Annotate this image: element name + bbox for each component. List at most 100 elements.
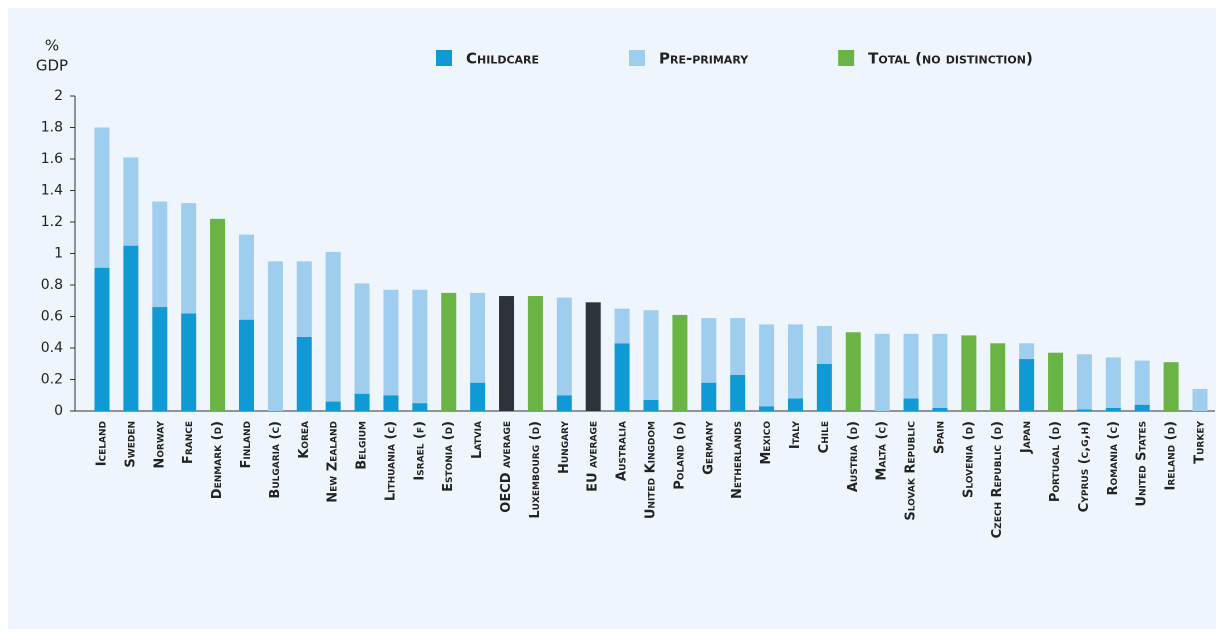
bar-segment bbox=[1076, 409, 1092, 411]
bar-segment bbox=[932, 333, 948, 408]
legend-label: Pre-primary bbox=[659, 50, 749, 68]
bar-segment bbox=[556, 395, 572, 411]
bar-segment bbox=[903, 398, 919, 411]
bar-segment bbox=[1019, 359, 1035, 411]
bar-segment bbox=[614, 308, 630, 344]
x-tick-label: Austria (d) bbox=[846, 421, 861, 492]
bar-segment bbox=[94, 127, 110, 268]
x-tick-label: Czech Republic (d) bbox=[990, 421, 1005, 538]
bar-segment bbox=[1048, 352, 1064, 411]
bar-segment bbox=[643, 399, 659, 411]
x-tick-label: Sweden bbox=[123, 421, 138, 468]
y-label: % bbox=[45, 37, 59, 55]
x-tick-label: Poland (d) bbox=[672, 421, 687, 490]
y-tick-label: 0.4 bbox=[41, 340, 63, 356]
x-tick-label: OECD average bbox=[499, 421, 514, 513]
bar-segment bbox=[152, 307, 168, 411]
bar-segment bbox=[701, 318, 717, 383]
bar-segment bbox=[354, 283, 370, 394]
bar-segment bbox=[701, 382, 717, 411]
y-tick-label: 1.6 bbox=[41, 151, 63, 167]
bar-segment bbox=[1134, 404, 1150, 411]
x-tick-label: Belgium bbox=[355, 421, 370, 470]
x-tick-label: Finland bbox=[239, 421, 254, 468]
bar-segment bbox=[961, 335, 977, 411]
x-tick-label: Cyprus (c,g,h) bbox=[1077, 421, 1092, 512]
y-tick-label: 0.2 bbox=[41, 372, 63, 388]
bar-segment bbox=[672, 314, 688, 411]
x-tick-label: Luxembourg (d) bbox=[528, 421, 543, 519]
bar-segment bbox=[181, 313, 197, 411]
x-tick-label: Chile bbox=[817, 421, 832, 453]
bar-segment bbox=[556, 297, 572, 396]
bar-segment bbox=[816, 325, 832, 364]
legend-swatch bbox=[838, 50, 855, 66]
x-tick-label: Ireland (d) bbox=[1164, 421, 1179, 491]
x-tick-label: Romania (c) bbox=[1106, 421, 1121, 495]
bar-segment bbox=[845, 332, 861, 411]
bar-segment bbox=[470, 292, 486, 383]
bar-segment bbox=[354, 393, 370, 411]
legend-label: Childcare bbox=[466, 50, 539, 68]
bar-segment bbox=[787, 398, 803, 411]
y-tick-label: 0.8 bbox=[41, 277, 63, 293]
bar-segment bbox=[383, 289, 399, 396]
background bbox=[8, 8, 1216, 629]
bar-segment bbox=[932, 407, 948, 411]
x-tick-label: Malta (c) bbox=[875, 421, 890, 481]
x-tick-label: United Kingdom bbox=[644, 421, 659, 519]
bar-segment bbox=[181, 203, 197, 314]
bar-segment bbox=[499, 296, 515, 411]
bar-segment bbox=[238, 319, 254, 411]
bar-segment bbox=[441, 292, 457, 411]
legend-label: Total (no distinction) bbox=[868, 50, 1033, 68]
x-tick-label: New Zealand bbox=[326, 421, 341, 503]
x-tick-label: Iceland bbox=[95, 421, 110, 466]
x-tick-label: Lithuania (c) bbox=[383, 421, 398, 501]
bar-segment bbox=[296, 261, 312, 337]
legend-swatch bbox=[436, 50, 452, 66]
bar-segment bbox=[874, 333, 890, 411]
bar-segment bbox=[1076, 354, 1092, 410]
bar-segment bbox=[1163, 362, 1179, 411]
x-tick-label: Bulgaria (c) bbox=[268, 421, 283, 499]
legend-swatch bbox=[629, 50, 646, 66]
x-tick-label: Norway bbox=[152, 421, 167, 469]
x-tick-label: Japan bbox=[1019, 421, 1034, 454]
x-tick-label: United States bbox=[1135, 421, 1150, 507]
x-tick-label: Korea bbox=[297, 421, 312, 459]
bar-segment bbox=[730, 374, 746, 411]
bar-segment bbox=[325, 251, 341, 402]
bar-segment bbox=[123, 157, 139, 246]
bar-segment bbox=[383, 395, 399, 411]
bar-segment bbox=[1105, 357, 1121, 408]
bar-segment bbox=[210, 218, 226, 411]
x-tick-label: Netherlands bbox=[730, 421, 745, 499]
bar-segment bbox=[1019, 343, 1035, 360]
y-tick-label: 0.6 bbox=[41, 309, 63, 325]
bar-segment bbox=[470, 382, 486, 411]
bar-segment bbox=[412, 289, 428, 404]
bar-segment bbox=[412, 403, 428, 411]
x-tick-label: Slovak Republic bbox=[904, 421, 919, 521]
y-tick-label: 1 bbox=[54, 246, 63, 262]
x-tick-label: Australia bbox=[615, 421, 630, 481]
x-tick-label: Portugal (d) bbox=[1048, 421, 1063, 502]
bar-segment bbox=[1105, 407, 1121, 411]
x-tick-label: EU average bbox=[586, 421, 601, 492]
bar-segment bbox=[1192, 388, 1208, 411]
x-tick-label: Turkey bbox=[1193, 421, 1208, 464]
bar-segment bbox=[990, 343, 1006, 411]
bar-segment bbox=[614, 343, 630, 411]
bar-segment bbox=[325, 401, 341, 411]
bar-segment bbox=[267, 261, 283, 411]
bar-segment bbox=[238, 234, 254, 320]
bar-segment bbox=[527, 296, 543, 411]
y-label: GDP bbox=[36, 57, 68, 75]
bar-segment bbox=[816, 363, 832, 411]
x-tick-label: Denmark (d) bbox=[210, 421, 225, 499]
bar-segment bbox=[759, 324, 775, 407]
y-tick-label: 1.4 bbox=[41, 183, 63, 199]
bar-segment bbox=[1134, 360, 1150, 405]
